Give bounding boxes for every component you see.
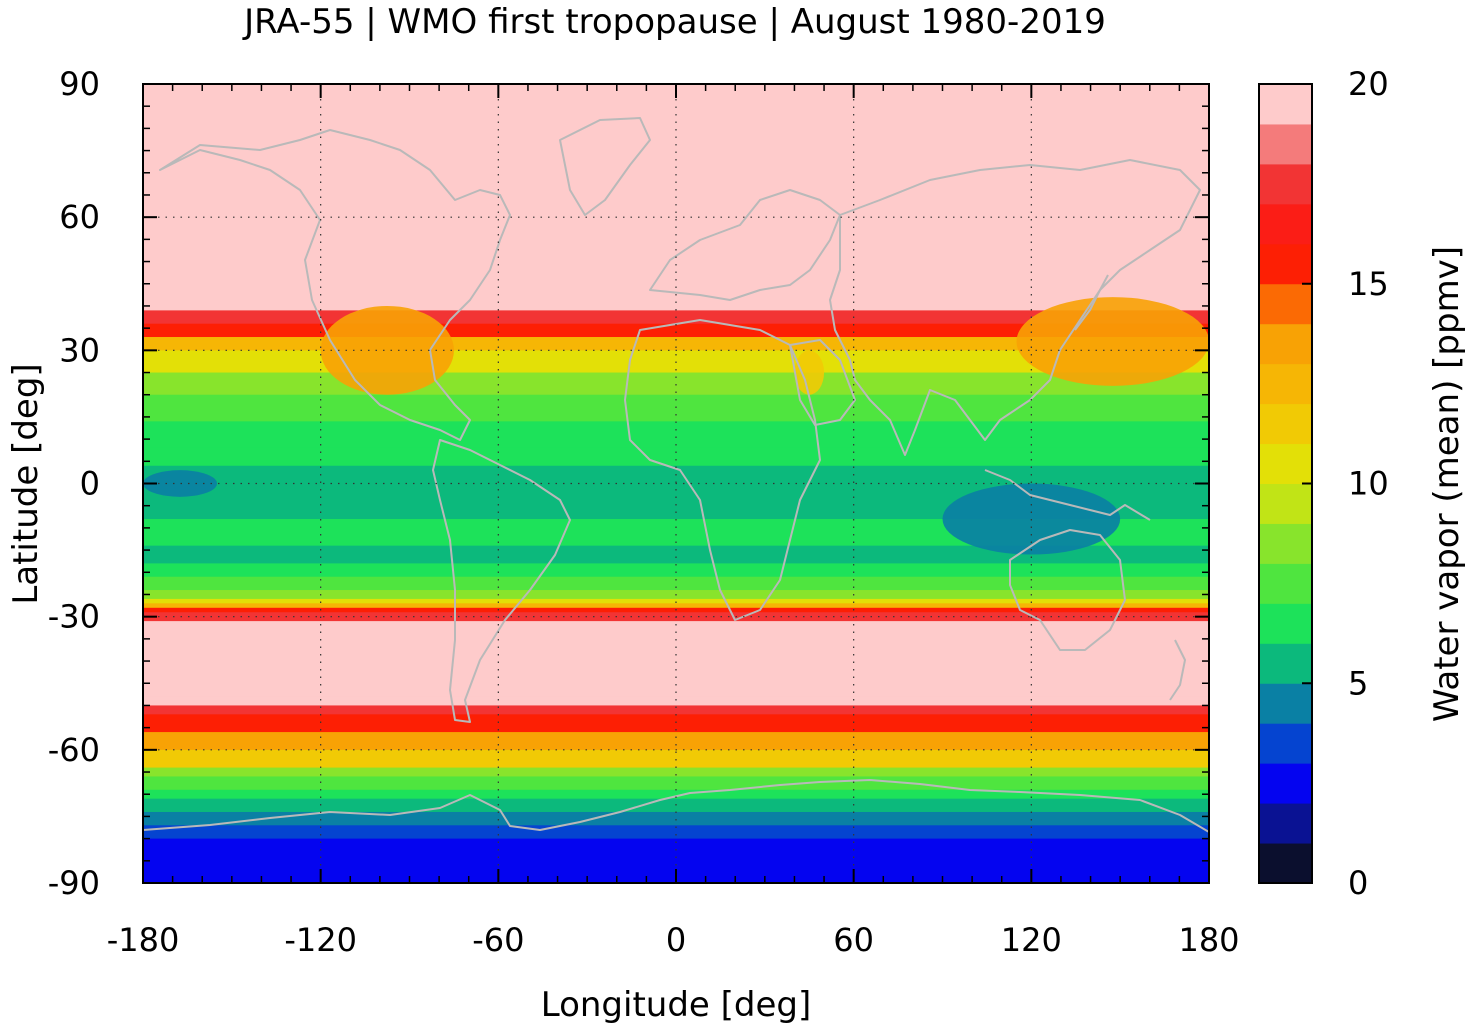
- coastline-asia: [829, 159, 1201, 456]
- colorbar-segment: [1259, 243, 1312, 285]
- contour-feature: [143, 470, 218, 497]
- coastlines: [143, 117, 1209, 833]
- colorbar-segment: [1259, 84, 1312, 125]
- map-plot-area: [143, 84, 1209, 883]
- colorbar-frame: [1258, 83, 1313, 884]
- colorbar-segment: [1259, 763, 1312, 804]
- contour-band: [143, 825, 1209, 840]
- y-tick-label: 30: [59, 331, 100, 369]
- y-tick-label: -30: [48, 598, 100, 636]
- colorbar-segment: [1259, 723, 1312, 764]
- colorbar-tick-label: 5: [1348, 664, 1368, 702]
- colorbar-segment: [1259, 603, 1312, 644]
- contour-band: [143, 84, 1209, 294]
- coastline-arabia: [789, 339, 856, 426]
- y-tick-label: -90: [48, 864, 100, 902]
- contour-band: [143, 696, 1209, 706]
- colorbar-segment: [1259, 443, 1312, 484]
- y-tick-label: -60: [48, 731, 100, 769]
- contour-feature: [320, 305, 454, 395]
- coastline-greenland: [559, 117, 651, 216]
- contour-band: [143, 811, 1209, 826]
- contour-band: [143, 705, 1209, 715]
- contour-band: [143, 447, 1209, 467]
- colorbar-segment: [1259, 203, 1312, 245]
- colorbar-segment: [1259, 323, 1312, 365]
- contour-feature: [794, 350, 825, 395]
- gridlines: [143, 84, 1209, 883]
- x-tick-label: 180: [1178, 921, 1239, 959]
- axes: -180 -120 -60 0 60 120 180 90 60 30 0 -30 -60 -90: [48, 65, 1240, 959]
- coastline-japan: [1074, 274, 1109, 331]
- coastline-australia: [1009, 529, 1126, 651]
- colorbar-segment: [1259, 163, 1312, 205]
- colorbar-segment: [1259, 403, 1312, 445]
- coastline-north-america: [159, 129, 511, 441]
- y-tick-label: 90: [59, 65, 100, 103]
- colorbar-segment: [1259, 643, 1312, 684]
- colorbar-segment: [1259, 363, 1312, 405]
- x-tick-label: 0: [666, 921, 686, 959]
- x-axis-label: Longitude [deg]: [541, 985, 812, 1025]
- contour-band: [143, 603, 1209, 609]
- contour-feature: [1016, 297, 1209, 386]
- contour-band: [143, 789, 1209, 800]
- colorbar-segment: [1259, 523, 1312, 564]
- contour-band: [143, 732, 1209, 751]
- x-tick-label: 120: [1001, 921, 1062, 959]
- colorbar-segment: [1259, 563, 1312, 604]
- contour-band: [143, 545, 1209, 564]
- coastline-antarctica: [143, 779, 1209, 833]
- contour-band: [143, 501, 1209, 520]
- colorbar-segment: [1259, 803, 1312, 844]
- colorbar-segment: [1259, 123, 1312, 165]
- y-axis-label: Latitude [deg]: [6, 363, 46, 604]
- colorbar-tick-label: 15: [1348, 265, 1389, 303]
- contour-band: [143, 598, 1209, 604]
- colorbar-segment: [1259, 283, 1312, 325]
- chart-title: JRA-55 | WMO first tropopause | August 1…: [242, 2, 1106, 42]
- colorbar-segment: [1259, 843, 1312, 884]
- contour-band: [143, 394, 1209, 422]
- colorbar-segment: [1259, 483, 1312, 524]
- contour-band: [143, 421, 1209, 449]
- colorbar-label: Water vapor (mean) [ppmv]: [1427, 246, 1467, 722]
- contour-band: [143, 767, 1209, 777]
- coastline-new-zealand: [1169, 639, 1186, 701]
- contour-band: [143, 798, 1209, 813]
- colorbar-tick-label: 20: [1348, 65, 1389, 103]
- coastline-maritime-continent: [984, 469, 1151, 521]
- contour-band: [143, 749, 1209, 769]
- colorbar-tick-label: 0: [1348, 864, 1368, 902]
- y-tick-label: 0: [80, 465, 100, 503]
- x-tick-label: -180: [107, 921, 180, 959]
- contour-band: [143, 563, 1209, 578]
- x-tick-label: -120: [284, 921, 357, 959]
- coastline-africa: [624, 319, 821, 621]
- contour-band: [143, 776, 1209, 791]
- coastline-south-america: [432, 439, 571, 723]
- contour-band: [143, 576, 1209, 591]
- x-tick-label: -60: [472, 921, 524, 959]
- colorbar: 0 5 10 15 20: [1259, 65, 1389, 902]
- y-tick-label: 60: [59, 198, 100, 236]
- colorbar-tick-label: 10: [1348, 465, 1389, 503]
- contour-band: [143, 714, 1209, 733]
- colorbar-segment: [1259, 683, 1312, 724]
- x-tick-label: 60: [833, 921, 874, 959]
